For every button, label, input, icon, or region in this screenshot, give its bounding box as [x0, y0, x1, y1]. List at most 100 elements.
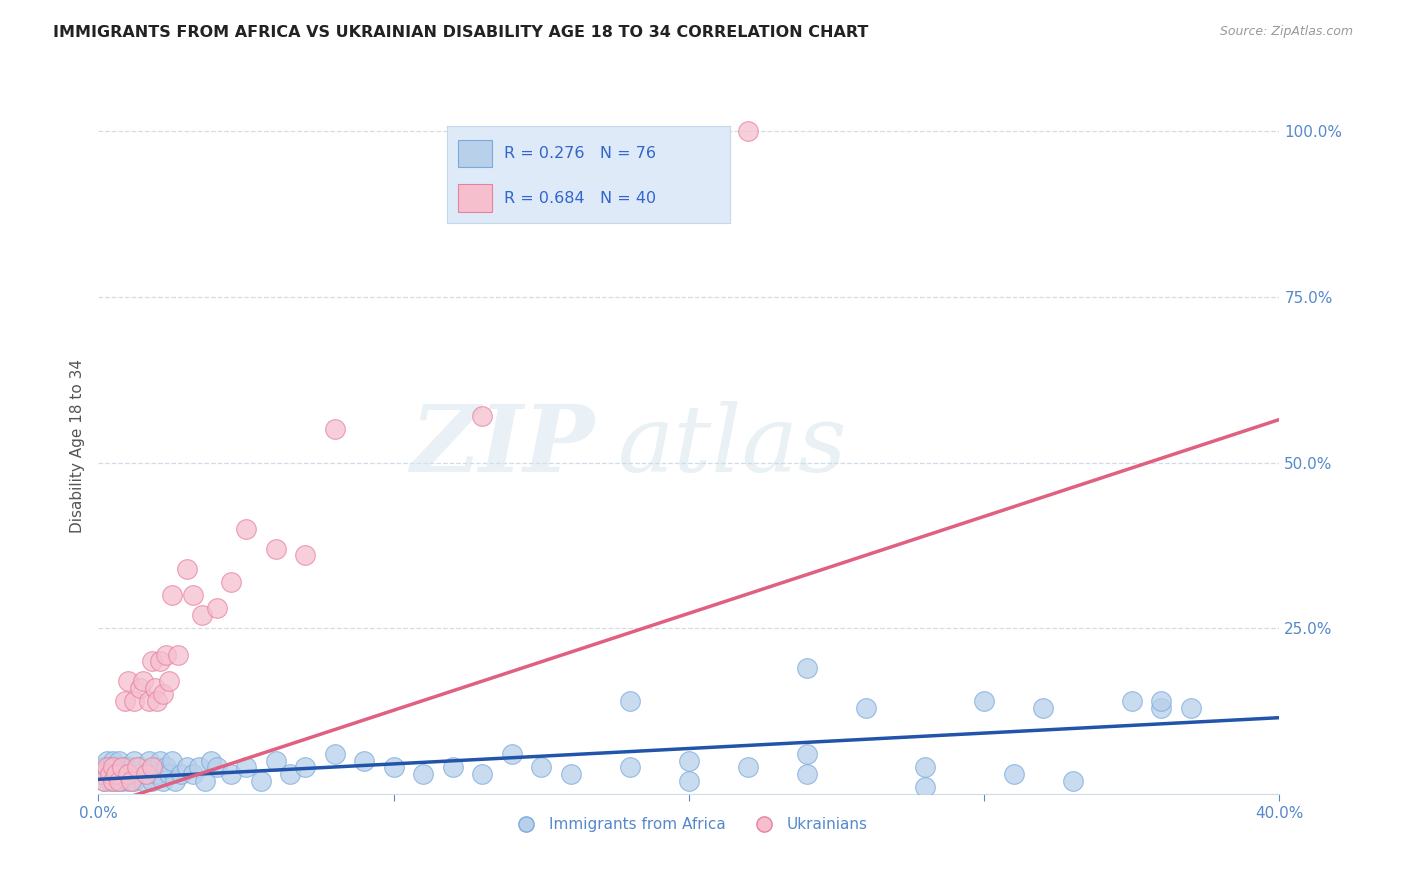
Point — [157, 674, 180, 689]
Point — [530, 760, 553, 774]
Point — [181, 767, 204, 781]
Point — [138, 694, 160, 708]
Point — [149, 654, 172, 668]
Point — [111, 767, 134, 781]
Point — [141, 773, 163, 788]
Point — [90, 767, 112, 781]
Point — [157, 767, 180, 781]
Point — [122, 773, 145, 788]
Point — [93, 773, 115, 788]
Point — [105, 760, 128, 774]
Point — [250, 773, 273, 788]
Point — [323, 422, 346, 436]
Point — [855, 700, 877, 714]
Point — [108, 773, 131, 788]
Point — [205, 760, 228, 774]
Point — [1002, 767, 1025, 781]
Point — [619, 760, 641, 774]
Point — [120, 773, 142, 788]
Point — [135, 767, 157, 781]
Point — [200, 754, 222, 768]
Point — [187, 760, 209, 774]
Legend: Immigrants from Africa, Ukrainians: Immigrants from Africa, Ukrainians — [505, 811, 873, 838]
Point — [117, 767, 139, 781]
Point — [125, 767, 148, 781]
Point — [146, 767, 169, 781]
Point — [103, 773, 125, 788]
Point — [146, 694, 169, 708]
Point — [93, 773, 115, 788]
Point — [170, 767, 193, 781]
Point — [194, 773, 217, 788]
Point — [264, 754, 287, 768]
Point — [165, 773, 187, 788]
Point — [294, 760, 316, 774]
Point — [205, 601, 228, 615]
Point — [737, 760, 759, 774]
Text: ZIP: ZIP — [411, 401, 595, 491]
Point — [1180, 700, 1202, 714]
Text: IMMIGRANTS FROM AFRICA VS UKRAINIAN DISABILITY AGE 18 TO 34 CORRELATION CHART: IMMIGRANTS FROM AFRICA VS UKRAINIAN DISA… — [53, 25, 869, 40]
Point — [152, 688, 174, 702]
Point — [1121, 694, 1143, 708]
Point — [737, 124, 759, 138]
Point — [796, 767, 818, 781]
Point — [122, 694, 145, 708]
Point — [235, 760, 257, 774]
Point — [98, 760, 121, 774]
Point — [441, 760, 464, 774]
Point — [323, 747, 346, 761]
Point — [105, 773, 128, 788]
Point — [501, 747, 523, 761]
Point — [914, 780, 936, 795]
Point — [796, 747, 818, 761]
Point — [125, 760, 148, 774]
Point — [111, 760, 134, 774]
Point — [412, 767, 434, 781]
Point — [103, 754, 125, 768]
Point — [914, 760, 936, 774]
Point — [471, 767, 494, 781]
Point — [103, 760, 125, 774]
Point — [176, 760, 198, 774]
Point — [678, 773, 700, 788]
Point — [128, 760, 150, 774]
Point — [973, 694, 995, 708]
Point — [132, 674, 155, 689]
Point — [176, 561, 198, 575]
Point — [264, 541, 287, 556]
Point — [138, 754, 160, 768]
Point — [167, 648, 190, 662]
Point — [191, 607, 214, 622]
Point — [353, 754, 375, 768]
Point — [96, 767, 118, 781]
Point — [471, 409, 494, 424]
Point — [162, 588, 183, 602]
Point — [1062, 773, 1084, 788]
Point — [105, 767, 128, 781]
Point — [382, 760, 405, 774]
Text: atlas: atlas — [619, 401, 848, 491]
Point — [96, 754, 118, 768]
Point — [98, 767, 121, 781]
Point — [122, 754, 145, 768]
Point — [96, 760, 118, 774]
Text: Source: ZipAtlas.com: Source: ZipAtlas.com — [1219, 25, 1353, 38]
Point — [155, 648, 177, 662]
Point — [235, 522, 257, 536]
Point — [294, 549, 316, 563]
Point — [149, 754, 172, 768]
Point — [90, 767, 112, 781]
Point — [1150, 694, 1173, 708]
Point — [111, 773, 134, 788]
Point — [796, 661, 818, 675]
Point — [155, 760, 177, 774]
Point — [108, 767, 131, 781]
Point — [143, 681, 166, 695]
Point — [560, 767, 582, 781]
Point — [678, 754, 700, 768]
Point — [162, 754, 183, 768]
Point — [120, 760, 142, 774]
Point — [1150, 700, 1173, 714]
Point — [135, 767, 157, 781]
